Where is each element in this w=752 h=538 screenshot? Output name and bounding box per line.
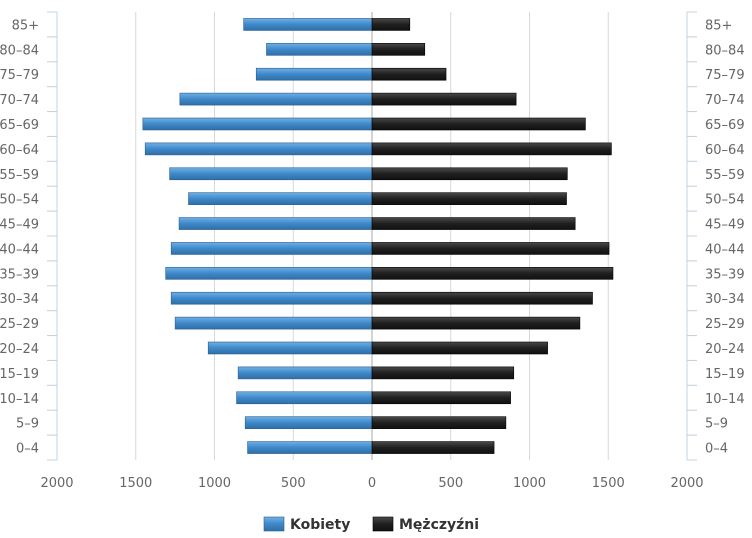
- category-label-left: 40–44: [0, 242, 39, 257]
- bar-kobiety[interactable]: [236, 391, 373, 405]
- category-label-right: 50–54: [705, 193, 745, 208]
- category-label-right: 70–74: [705, 93, 745, 108]
- bar-kobiety[interactable]: [247, 441, 373, 454]
- x-tick-label: 1000: [513, 476, 546, 491]
- bar-mezczyzni[interactable]: [371, 217, 576, 230]
- bar-kobiety[interactable]: [207, 341, 373, 355]
- category-label-left: 20–24: [0, 342, 39, 357]
- x-tick-label: 1500: [592, 476, 625, 491]
- bar-mezczyzni[interactable]: [371, 67, 447, 81]
- bar-kobiety[interactable]: [170, 291, 373, 305]
- category-label-left: 50–54: [0, 193, 39, 208]
- category-label-left: 25–29: [0, 317, 39, 332]
- x-tick-label: 0: [368, 476, 376, 491]
- category-label-right: 10–14: [705, 392, 745, 407]
- bar-kobiety[interactable]: [255, 67, 373, 81]
- bar-kobiety[interactable]: [266, 43, 373, 56]
- category-label-right: 60–64: [705, 143, 745, 158]
- bar-kobiety[interactable]: [174, 316, 373, 330]
- category-label-right: 35–39: [705, 267, 745, 282]
- bar-mezczyzni[interactable]: [371, 291, 593, 305]
- category-label-right: 5–9: [705, 417, 728, 432]
- category-label-left: 0–4: [16, 442, 39, 457]
- bar-kobiety[interactable]: [243, 18, 373, 31]
- bar-kobiety[interactable]: [170, 242, 373, 255]
- category-label-right: 80–84: [705, 43, 745, 58]
- bar-kobiety[interactable]: [142, 117, 373, 131]
- x-tick-label: 1500: [119, 476, 152, 491]
- axes: [47, 11, 697, 461]
- bar-mezczyzni[interactable]: [371, 316, 581, 330]
- category-label-right: 75–79: [705, 68, 745, 83]
- bar-mezczyzni[interactable]: [371, 441, 495, 454]
- bar-mezczyzni[interactable]: [371, 416, 507, 429]
- category-label-left: 60–64: [0, 143, 39, 158]
- category-label-left: 70–74: [0, 93, 39, 108]
- bar-mezczyzni[interactable]: [371, 167, 568, 181]
- category-label-right: 40–44: [705, 242, 745, 257]
- category-label-left: 30–34: [0, 292, 39, 307]
- category-label-right: 0–4: [705, 442, 728, 457]
- bar-mezczyzni[interactable]: [371, 142, 612, 156]
- category-label-right: 55–59: [705, 168, 745, 183]
- bar-kobiety[interactable]: [244, 416, 373, 429]
- category-label-right: 15–19: [705, 367, 745, 382]
- category-label-left: 35–39: [0, 267, 39, 282]
- bar-kobiety[interactable]: [165, 267, 373, 280]
- bar-kobiety[interactable]: [178, 217, 373, 230]
- category-label-right: 65–69: [705, 118, 745, 133]
- x-tick-label: 2000: [40, 476, 73, 491]
- bar-mezczyzni[interactable]: [371, 391, 511, 405]
- legend-item-kobiety[interactable]: Kobiety: [263, 516, 350, 533]
- bar-mezczyzni[interactable]: [371, 18, 411, 31]
- x-tick-label: 500: [281, 476, 306, 491]
- category-label-right: 85+: [705, 18, 732, 33]
- legend-swatch: [263, 516, 285, 532]
- bar-mezczyzni[interactable]: [371, 341, 548, 355]
- bar-kobiety[interactable]: [179, 92, 373, 106]
- bar-kobiety[interactable]: [188, 192, 373, 205]
- bar-mezczyzni[interactable]: [371, 242, 610, 255]
- category-label-right: 20–24: [705, 342, 745, 357]
- category-label-left: 85+: [12, 18, 39, 33]
- bar-mezczyzni[interactable]: [371, 366, 515, 380]
- bars: [142, 18, 614, 454]
- bar-mezczyzni[interactable]: [371, 117, 586, 131]
- bar-kobiety[interactable]: [169, 167, 373, 181]
- category-label-right: 30–34: [705, 292, 745, 307]
- legend-swatch: [372, 516, 394, 532]
- grid-lines: [135, 12, 609, 460]
- legend-label: Kobiety: [290, 517, 350, 533]
- category-label-left: 15–19: [0, 367, 39, 382]
- category-label-left: 65–69: [0, 118, 39, 133]
- legend: Kobiety Mężczyźni: [263, 516, 479, 533]
- category-label-right: 25–29: [705, 317, 745, 332]
- category-label-right: 45–49: [705, 218, 745, 233]
- bar-kobiety[interactable]: [144, 142, 373, 156]
- category-label-left: 5–9: [16, 417, 39, 432]
- x-tick-label: 1000: [198, 476, 231, 491]
- bar-kobiety[interactable]: [237, 366, 373, 380]
- bar-mezczyzni[interactable]: [371, 267, 614, 280]
- category-label-left: 10–14: [0, 392, 39, 407]
- legend-item-mezczyzni[interactable]: Mężczyźni: [372, 516, 479, 533]
- x-tick-label: 500: [438, 476, 463, 491]
- bar-mezczyzni[interactable]: [371, 92, 517, 106]
- x-tick-label: 2000: [670, 476, 703, 491]
- tick-labels: 2000 1500 1000 500 0 500 1000 1500 2000 0–4 0–4 5–9…: [0, 18, 745, 491]
- legend-label: Mężczyźni: [399, 517, 479, 533]
- category-label-left: 55–59: [0, 168, 39, 183]
- category-label-left: 80–84: [0, 43, 39, 58]
- category-label-left: 75–79: [0, 68, 39, 83]
- bar-mezczyzni[interactable]: [371, 192, 567, 205]
- bar-mezczyzni[interactable]: [371, 43, 426, 56]
- category-label-left: 45–49: [0, 218, 39, 233]
